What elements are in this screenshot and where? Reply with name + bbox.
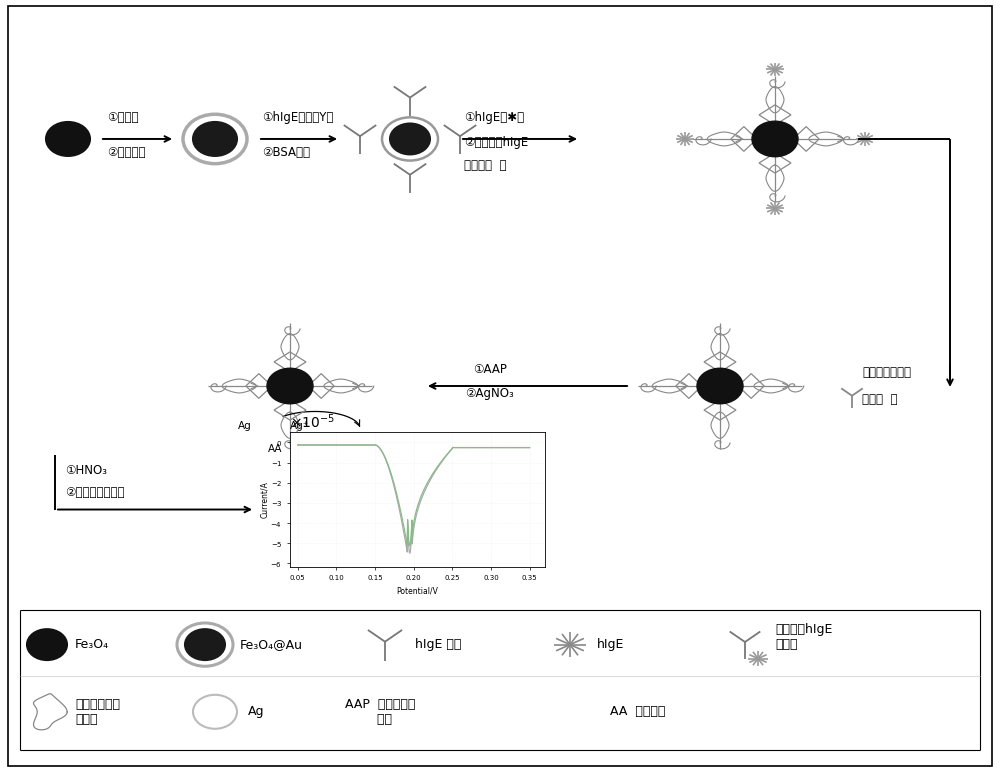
Text: Ag: Ag — [248, 706, 264, 718]
Circle shape — [267, 368, 313, 404]
Text: ②BSA封闭: ②BSA封闭 — [262, 147, 310, 159]
Text: 适配体（  ）: 适配体（ ） — [464, 160, 507, 172]
Circle shape — [697, 368, 743, 404]
Circle shape — [193, 122, 237, 156]
Text: 生物素化hIgE
适配体: 生物素化hIgE 适配体 — [775, 623, 832, 651]
Y-axis label: Current/A: Current/A — [260, 482, 269, 518]
Circle shape — [752, 121, 798, 157]
Text: ②生物素化hIgE: ②生物素化hIgE — [464, 137, 528, 149]
Circle shape — [27, 629, 67, 660]
Text: hIgE 抗体: hIgE 抗体 — [415, 638, 461, 651]
Text: AA: AA — [268, 444, 282, 454]
Text: 酸酶（  ）: 酸酶（ ） — [862, 394, 898, 406]
Text: ①氯金酸: ①氯金酸 — [107, 111, 138, 124]
Text: ①hIgE（✱）: ①hIgE（✱） — [464, 111, 524, 124]
Text: ②AgNO₃: ②AgNO₃ — [466, 388, 514, 400]
Text: AAP: AAP — [345, 436, 365, 446]
Text: AAP  抗坏血酸磷
        酸酯: AAP 抗坏血酸磷 酸酯 — [345, 698, 415, 726]
X-axis label: Potential/V: Potential/V — [397, 587, 438, 596]
Text: AA  抗坏血酸: AA 抗坏血酸 — [610, 706, 665, 718]
Text: ②盐酸羟胺: ②盐酸羟胺 — [107, 147, 146, 159]
Text: hIgE: hIgE — [597, 638, 624, 651]
Circle shape — [185, 629, 225, 660]
Text: ②电化学线性扫描: ②电化学线性扫描 — [65, 486, 124, 499]
Text: ①HNO₃: ①HNO₃ — [65, 465, 107, 477]
Text: ①hIgE抗体（Y）: ①hIgE抗体（Y） — [262, 111, 333, 124]
Text: Fe₃O₄: Fe₃O₄ — [75, 638, 109, 651]
Text: Ag: Ag — [238, 421, 252, 431]
Text: 亲和素化碱性磷: 亲和素化碱性磷 — [862, 366, 911, 378]
Text: 亲和素化碱性
磷酸酵: 亲和素化碱性 磷酸酵 — [75, 698, 120, 726]
Text: Ag⁺: Ag⁺ — [290, 421, 310, 431]
Circle shape — [390, 124, 430, 154]
Circle shape — [46, 122, 90, 156]
Text: ①AAP: ①AAP — [473, 363, 507, 375]
Text: Fe₃O₄@Au: Fe₃O₄@Au — [240, 638, 303, 651]
